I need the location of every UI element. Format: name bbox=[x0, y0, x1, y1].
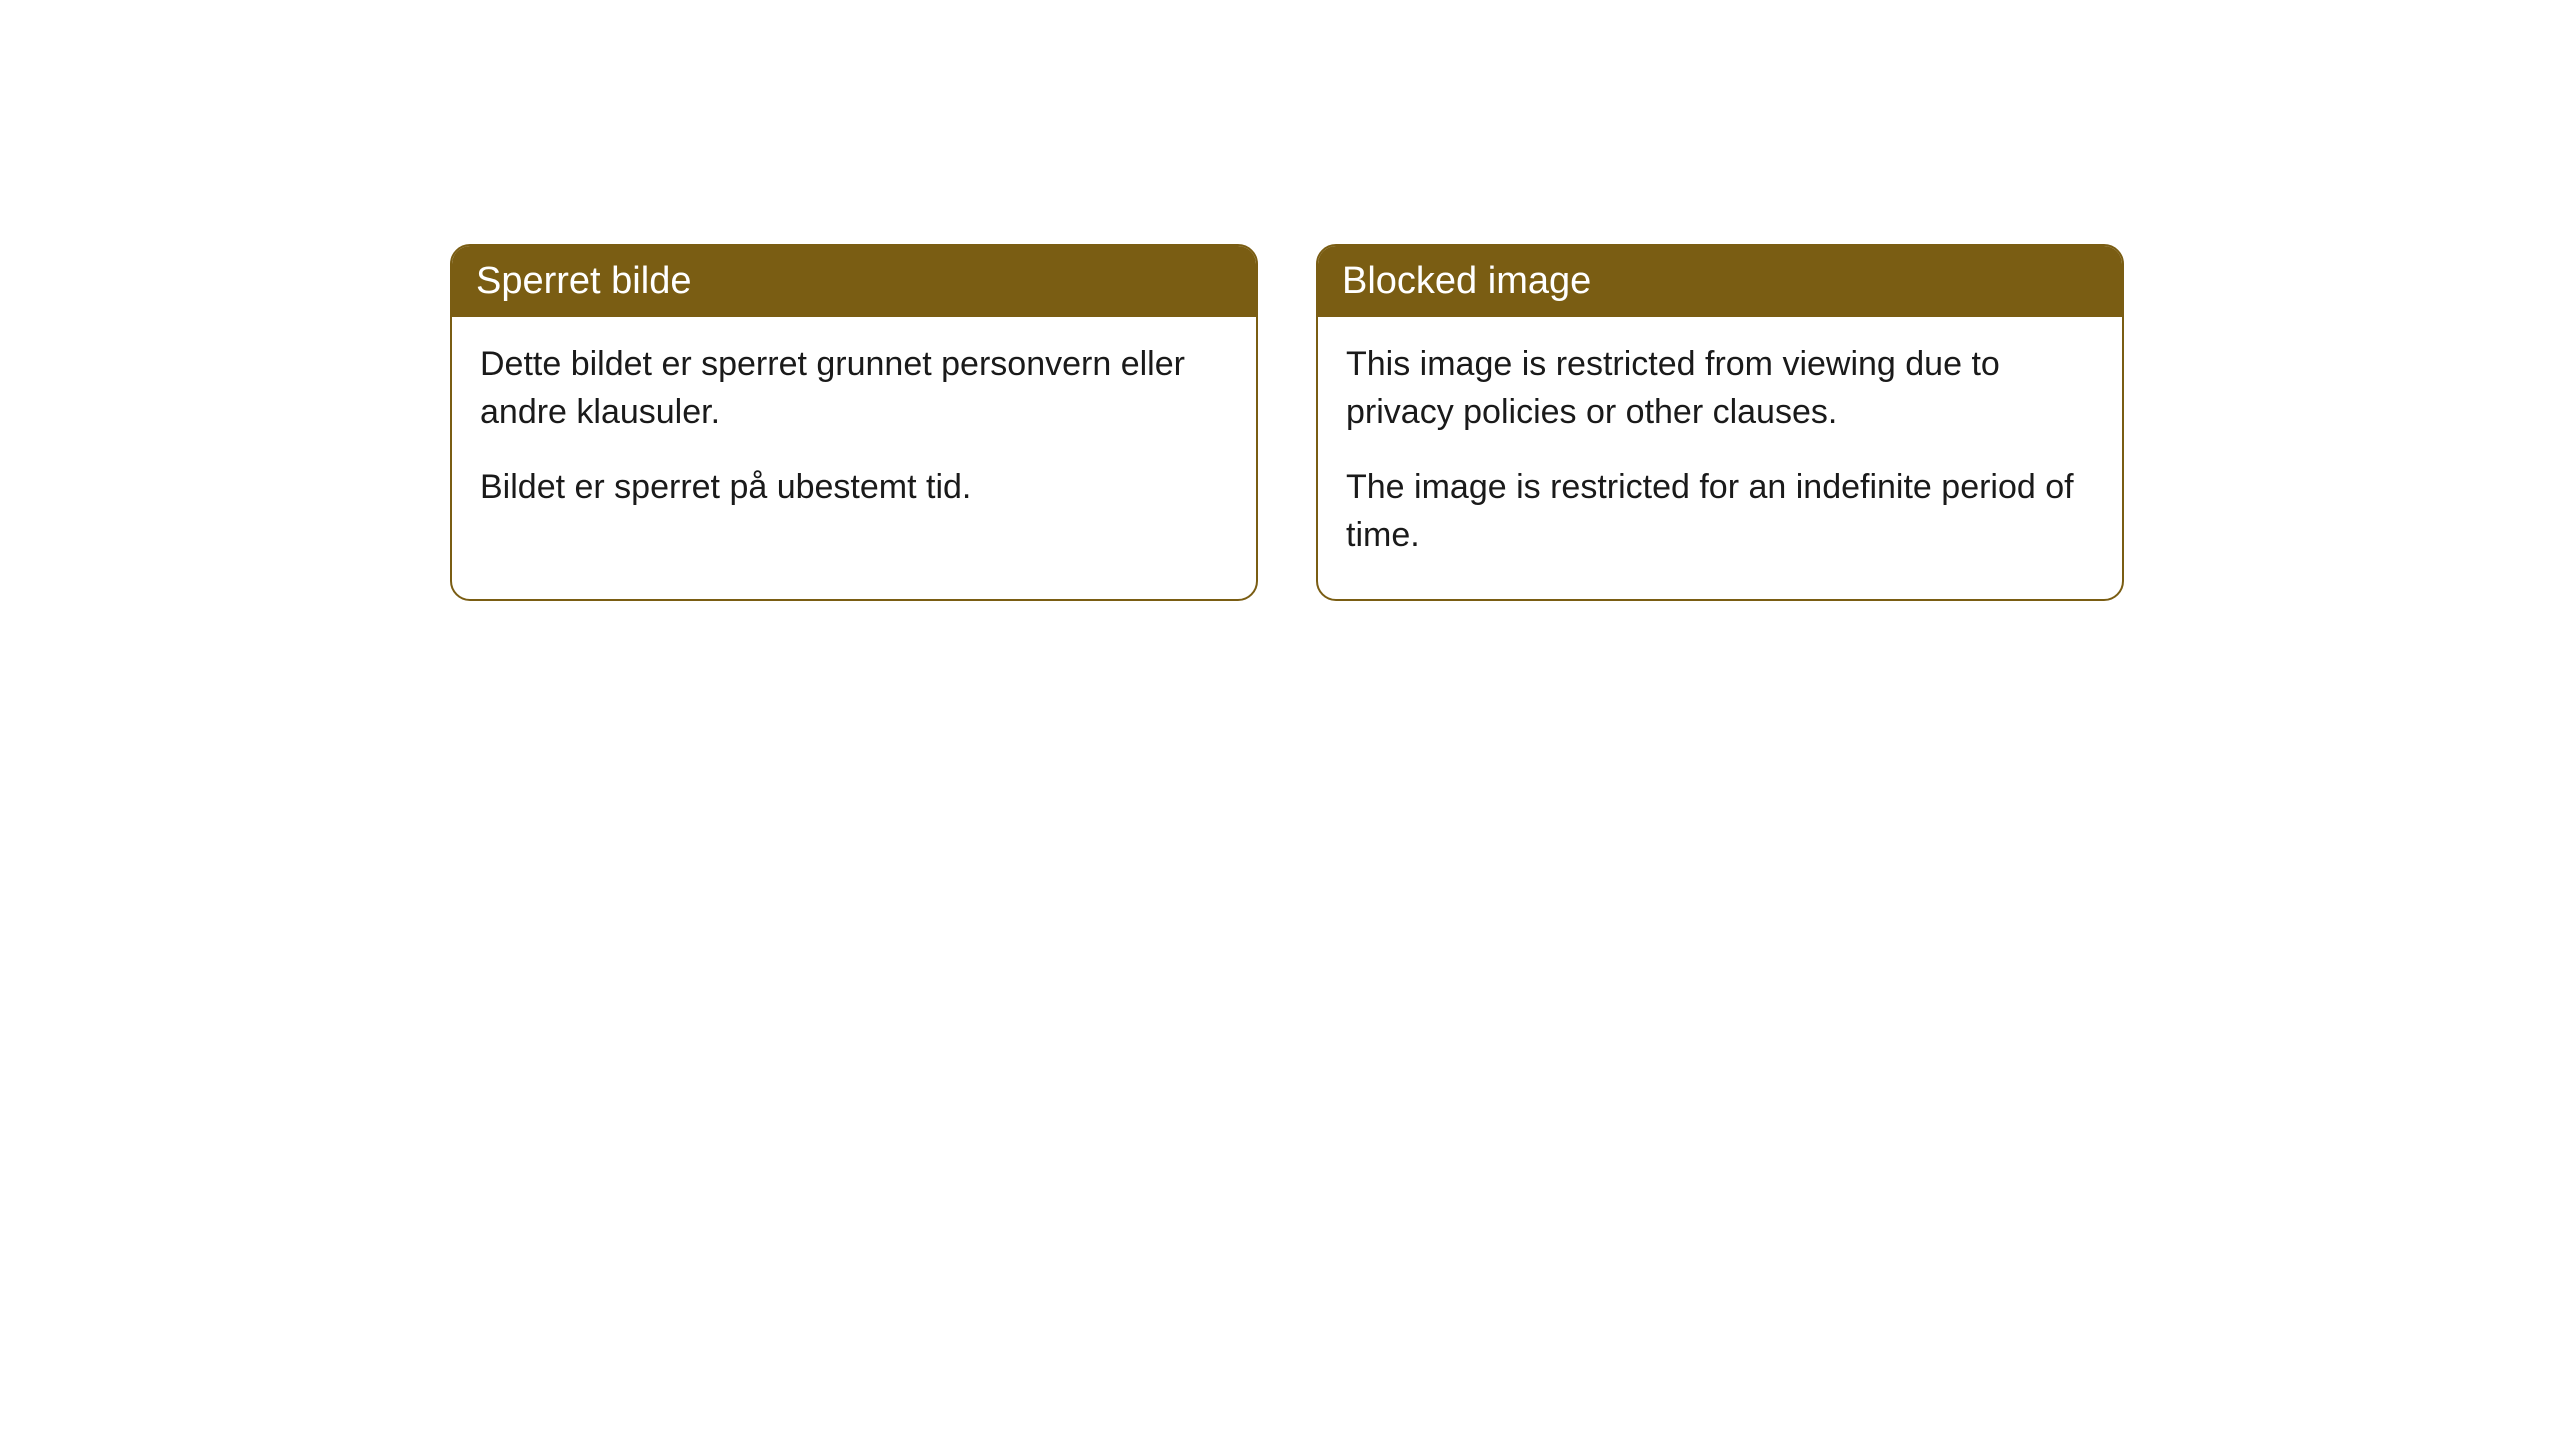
card-body: Dette bildet er sperret grunnet personve… bbox=[452, 317, 1256, 552]
notice-card-norwegian: Sperret bilde Dette bildet er sperret gr… bbox=[450, 244, 1258, 601]
card-header: Sperret bilde bbox=[452, 246, 1256, 317]
card-body: This image is restricted from viewing du… bbox=[1318, 317, 2122, 599]
card-header: Blocked image bbox=[1318, 246, 2122, 317]
card-paragraph: This image is restricted from viewing du… bbox=[1346, 341, 2094, 436]
notice-card-english: Blocked image This image is restricted f… bbox=[1316, 244, 2124, 601]
notice-cards-container: Sperret bilde Dette bildet er sperret gr… bbox=[450, 244, 2124, 601]
card-paragraph: Bildet er sperret på ubestemt tid. bbox=[480, 464, 1228, 512]
card-paragraph: The image is restricted for an indefinit… bbox=[1346, 464, 2094, 559]
card-paragraph: Dette bildet er sperret grunnet personve… bbox=[480, 341, 1228, 436]
